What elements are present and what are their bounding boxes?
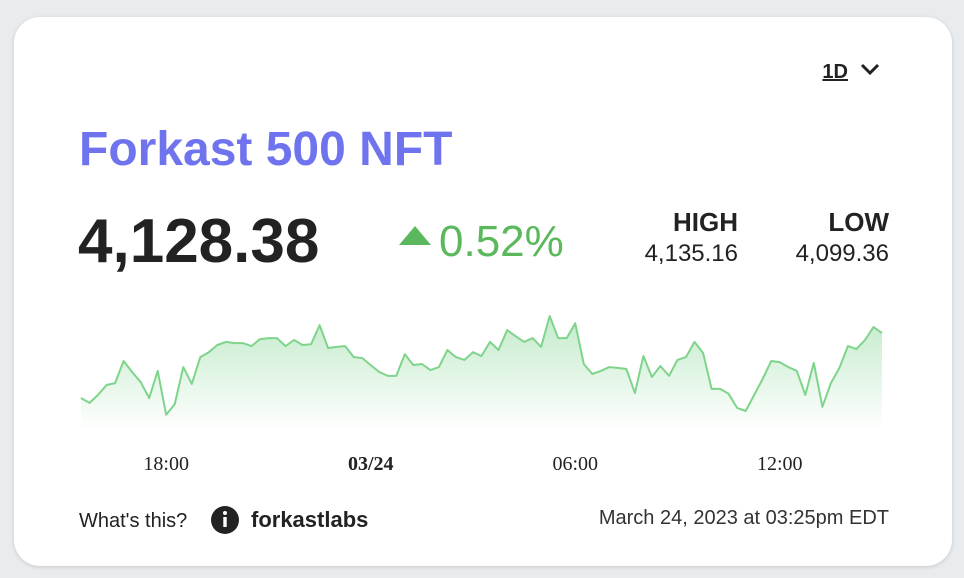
chevron-icon[interactable]: [860, 63, 880, 76]
up-arrow: [399, 226, 431, 245]
x-tick-label: 03/24: [348, 453, 394, 475]
range-selector[interactable]: 1D: [822, 61, 848, 83]
info-icon-bar: [223, 517, 227, 527]
area-fill: [81, 316, 882, 430]
timestamp: March 24, 2023 at 03:25pm EDT: [599, 507, 889, 529]
x-tick-label: 18:00: [143, 453, 189, 475]
x-tick-label: 12:00: [757, 453, 803, 475]
high-value: 4,135.16: [645, 240, 738, 267]
change: 0.52%: [439, 217, 564, 266]
info-icon-dot: [223, 511, 227, 515]
price-line: [80, 315, 883, 416]
high-label: HIGH: [673, 207, 738, 237]
card: [14, 17, 952, 566]
title: Forkast 500 NFT: [79, 123, 452, 176]
x-tick-label: 06:00: [552, 453, 598, 475]
price: 4,128.38: [78, 207, 319, 276]
low-value: 4,099.36: [796, 240, 889, 267]
source: forkastlabs: [251, 507, 368, 532]
low-label: LOW: [828, 207, 889, 237]
help-link[interactable]: What's this?: [79, 510, 187, 532]
